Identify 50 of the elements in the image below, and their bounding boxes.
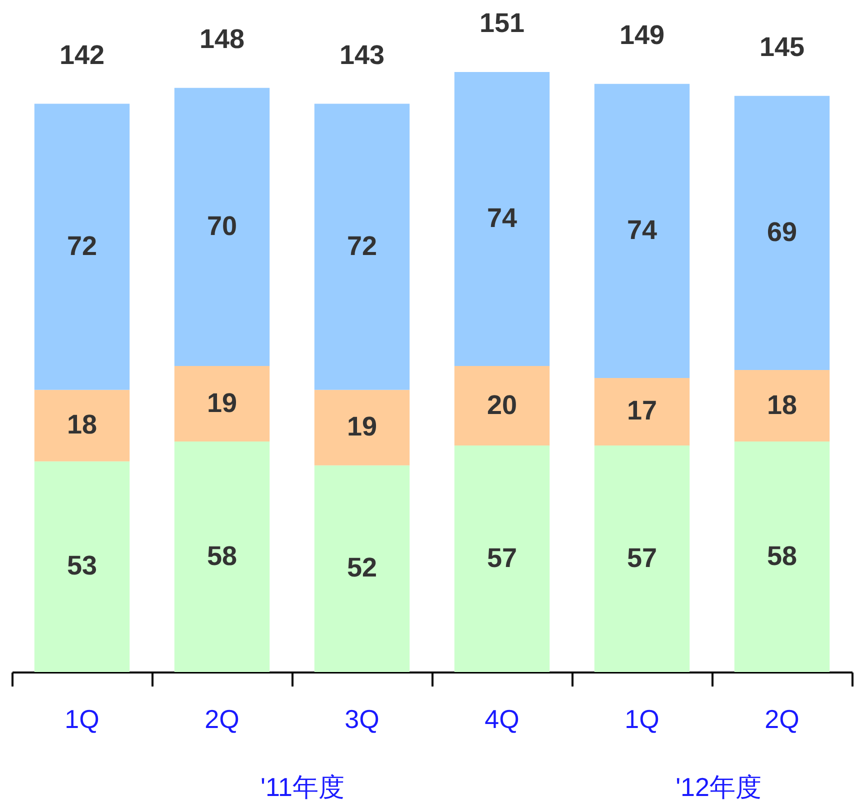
total-label: 148 — [199, 24, 245, 54]
bar — [314, 390, 410, 466]
bar — [174, 366, 270, 442]
bar — [454, 72, 550, 366]
total-label: 149 — [619, 20, 665, 50]
data-label: 18 — [66, 410, 98, 440]
x-tick-label: 3Q — [344, 704, 380, 734]
bar — [594, 446, 690, 672]
bar — [594, 378, 690, 446]
x-tick-label: 2Q — [764, 704, 800, 734]
bar — [174, 442, 270, 672]
bar — [454, 446, 550, 672]
x-tick-label: 2Q — [204, 704, 240, 734]
total-label: 142 — [59, 40, 105, 70]
bar — [734, 96, 830, 370]
text: '12年度 — [676, 772, 762, 802]
data-label: 72 — [66, 230, 98, 261]
data-label: 20 — [486, 390, 518, 420]
data-label: 74 — [626, 214, 658, 245]
bar — [734, 370, 830, 442]
total-label: 143 — [339, 40, 385, 70]
data-label: 69 — [766, 216, 798, 247]
data-label: 58 — [206, 540, 238, 571]
bar — [34, 104, 130, 390]
bar — [734, 442, 830, 672]
bar — [314, 104, 410, 390]
bar — [594, 84, 690, 378]
bar — [174, 88, 270, 366]
x-tick-label: 1Q — [64, 704, 100, 734]
data-label: 19 — [346, 412, 378, 442]
data-label: 57 — [486, 542, 518, 573]
total-label: 151 — [479, 8, 525, 38]
x-tick-label: 4Q — [484, 704, 520, 734]
data-label: 58 — [766, 540, 798, 571]
data-label: 53 — [66, 550, 98, 581]
text: '11年度 — [260, 772, 344, 802]
bar — [314, 465, 410, 672]
bar — [454, 366, 550, 446]
data-label: 57 — [626, 542, 658, 573]
x-tick-label: 1Q — [624, 704, 660, 734]
data-label: 74 — [486, 203, 518, 234]
data-label: 72 — [346, 230, 378, 261]
data-label: 70 — [206, 210, 238, 241]
data-label: 18 — [766, 390, 798, 420]
data-label: 19 — [206, 388, 238, 418]
data-label: 17 — [626, 396, 658, 426]
data-label: 52 — [346, 552, 378, 583]
total-label: 145 — [759, 32, 805, 62]
bar — [34, 461, 130, 672]
bar — [34, 390, 130, 462]
